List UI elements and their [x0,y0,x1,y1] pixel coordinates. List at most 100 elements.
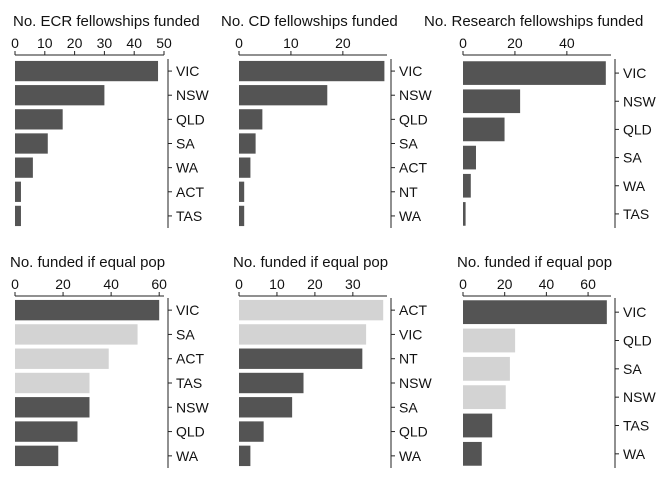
chart-title: No. funded if equal pop [10,254,165,271]
chart-panel-4: No. funded if equal pop 0 20 40 60 VIC SA ACT TA… [10,254,209,468]
x-tick-label: 50 [156,35,172,51]
bar-wa [463,173,471,198]
x-tick-label: 20 [307,276,323,292]
category-label: NSW [176,399,209,415]
chart-title: No. funded if equal pop [457,254,612,271]
category-label: ACT [399,160,427,176]
bar-sa [239,133,256,154]
x-tick-label: 0 [11,276,19,292]
bar-act [239,157,251,178]
category-label: TAS [623,418,649,434]
category-label: VIC [399,326,422,342]
category-label: WA [623,178,646,194]
bar-vic [463,300,607,325]
bar-act [15,348,109,369]
x-tick-label: 30 [345,276,361,292]
bar-qld [463,328,516,353]
bar-vic [463,61,606,85]
chart-panel-1: No. ECR fellowships funded 0 10 20 30 40 50VIC… [11,13,209,228]
category-label: NSW [399,87,432,103]
chart-title: No. CD fellowships funded [221,13,398,30]
bar-act [15,181,21,202]
bar-act [239,299,384,321]
bar-tas [15,205,21,227]
x-tick-label: 30 [97,35,113,51]
x-tick-label: 40 [539,276,555,292]
x-tick-label: 10 [283,35,299,51]
chart-panel-5: No. funded if equal pop 0 10 20 30 ACT VIC NT NS… [233,254,432,468]
x-tick-label: 0 [235,276,243,292]
bar-sa [463,356,510,381]
category-label: QLD [176,424,205,440]
bar-wa [15,445,59,467]
chart-panel-3: No. Research fellowships funded 0 20 40 VIC N… [424,13,656,228]
x-tick-label: 10 [269,276,285,292]
category-label: SA [399,399,418,415]
x-tick-label: 60 [580,276,596,292]
category-label: WA [176,448,199,464]
x-tick-label: 60 [151,276,167,292]
bar-vic [239,324,367,345]
category-label: VIC [176,63,199,79]
category-label: TAS [176,208,202,224]
category-label: WA [176,160,199,176]
x-tick-label: 0 [11,35,19,51]
category-label: ACT [176,351,204,367]
category-label: SA [623,150,642,166]
bar-qld [239,421,264,442]
x-tick-label: 0 [459,276,467,292]
category-label: NSW [623,389,656,405]
x-tick-label: 0 [235,35,243,51]
x-tick-label: 0 [459,35,467,51]
bar-nsw [463,89,521,114]
chart-panel-2: No. CD fellowships funded 0 10 20 VIC NSW QLD S… [221,13,432,228]
x-tick-label: 10 [37,35,53,51]
bar-nsw [15,397,90,418]
category-label: SA [176,136,195,152]
category-label: NT [399,184,418,200]
chart-title: No. Research fellowships funded [424,13,643,30]
bar-sa [463,145,476,170]
bar-tas [463,202,466,226]
bar-tas [15,372,90,394]
x-tick-label: 20 [507,35,523,51]
category-label: QLD [399,111,428,127]
bar-sa [15,324,138,345]
bar-qld [15,109,63,130]
category-label: NSW [176,87,209,103]
bar-vic [239,60,385,82]
category-label: QLD [623,333,652,349]
category-label: VIC [399,63,422,79]
category-label: QLD [399,424,428,440]
category-label: NSW [399,375,432,391]
bar-nsw [15,85,105,106]
category-label: SA [176,326,195,342]
category-label: VIC [623,304,646,320]
category-label: TAS [623,206,649,222]
category-label: NSW [623,93,656,109]
bar-wa [239,205,245,227]
category-label: WA [399,208,422,224]
bar-wa [239,445,251,467]
x-tick-label: 20 [497,276,513,292]
bar-wa [15,157,33,178]
category-label: SA [623,361,642,377]
bar-nt [239,348,363,369]
bar-nsw [239,85,328,106]
bar-sa [15,133,48,154]
x-tick-label: 40 [103,276,119,292]
category-label: NT [399,351,418,367]
bar-wa [463,441,482,466]
category-label: ACT [176,184,204,200]
category-label: QLD [623,121,652,137]
x-tick-label: 20 [67,35,83,51]
category-label: SA [399,136,418,152]
bar-nsw [239,372,304,394]
chart-title: No. funded if equal pop [233,254,388,271]
category-label: VIC [623,65,646,81]
bar-vic [15,299,160,321]
x-tick-label: 20 [55,276,71,292]
bar-nsw [463,385,506,410]
category-label: ACT [399,302,427,318]
chart-title: No. ECR fellowships funded [13,13,200,30]
